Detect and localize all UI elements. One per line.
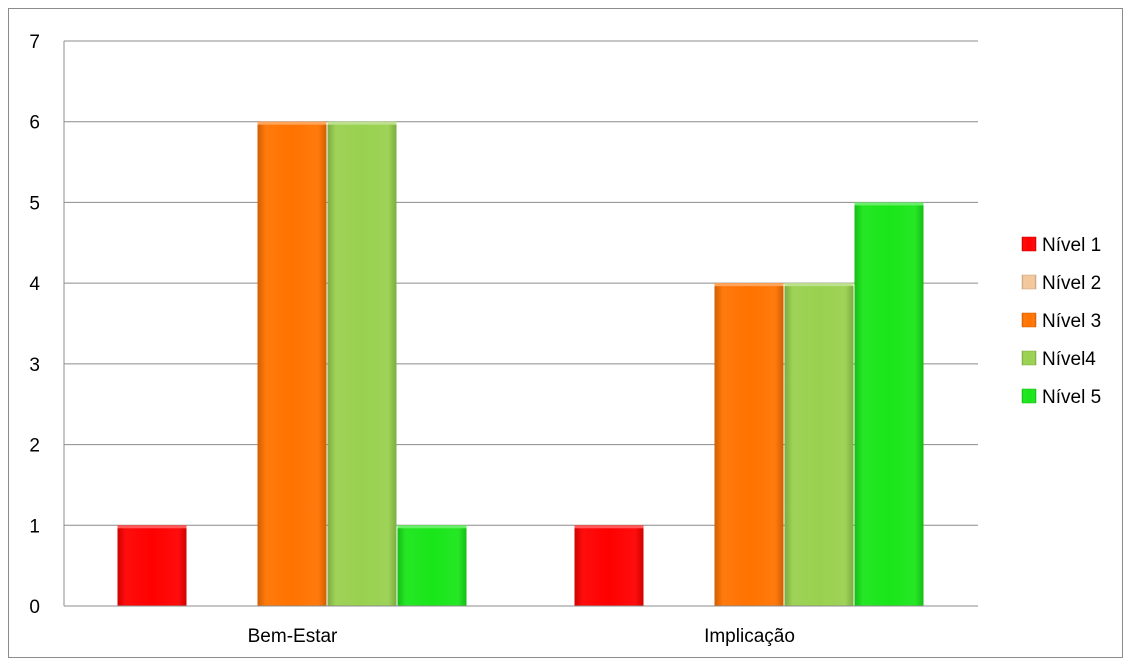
legend-swatch [1021,236,1037,252]
legend-label: Nível 1 [1042,235,1101,256]
y-tick-label: 7 [29,32,40,53]
bar-top-highlight [327,121,397,125]
x-category-label: Bem-Estar [248,626,338,647]
y-tick-label: 1 [29,516,40,537]
chart-frame [8,8,1123,658]
y-tick-label: 0 [29,597,40,618]
bar-1-5 [397,525,467,606]
legend-label: Nível4 [1042,349,1096,370]
y-tick-label: 3 [29,355,40,376]
x-category-labels: Bem-Estar Implicação [248,626,795,647]
y-tick-label: 6 [29,113,40,134]
legend-swatch [1021,350,1037,366]
bar-top-highlight [714,283,784,287]
bar-top-highlight [574,525,644,529]
legend-label: Nível 2 [1042,273,1101,294]
bar-2-3 [714,283,784,606]
y-tick-label: 5 [29,193,40,214]
bar-1-1 [117,525,187,606]
axes [63,41,978,607]
legend-swatch [1021,388,1037,404]
bar-1-4 [327,121,397,606]
bar-top-highlight [257,121,327,125]
bar-1-3 [257,121,327,606]
y-tick-label: 4 [29,274,40,295]
bar-2-1 [574,525,644,606]
legend-label: Nível 5 [1042,387,1101,408]
legend-swatch [1021,312,1037,328]
y-tick-label: 2 [29,436,40,457]
x-category-label: Implicação [704,626,795,647]
legend-label: Nível 3 [1042,311,1101,332]
bars [117,121,924,606]
bar-top-highlight [397,525,467,529]
legend: Nível 1 Nível 2 Nível 3 Nível4 Nível 5 [1021,235,1101,408]
bar-top-highlight [854,202,924,206]
bar-top-highlight [117,525,187,529]
bar-2-4 [784,283,854,606]
y-tick-labels: 0 1 2 3 4 5 6 7 [29,32,40,618]
bar-2-5 [854,202,924,606]
legend-swatch [1021,274,1037,290]
bar-top-highlight [784,283,854,287]
